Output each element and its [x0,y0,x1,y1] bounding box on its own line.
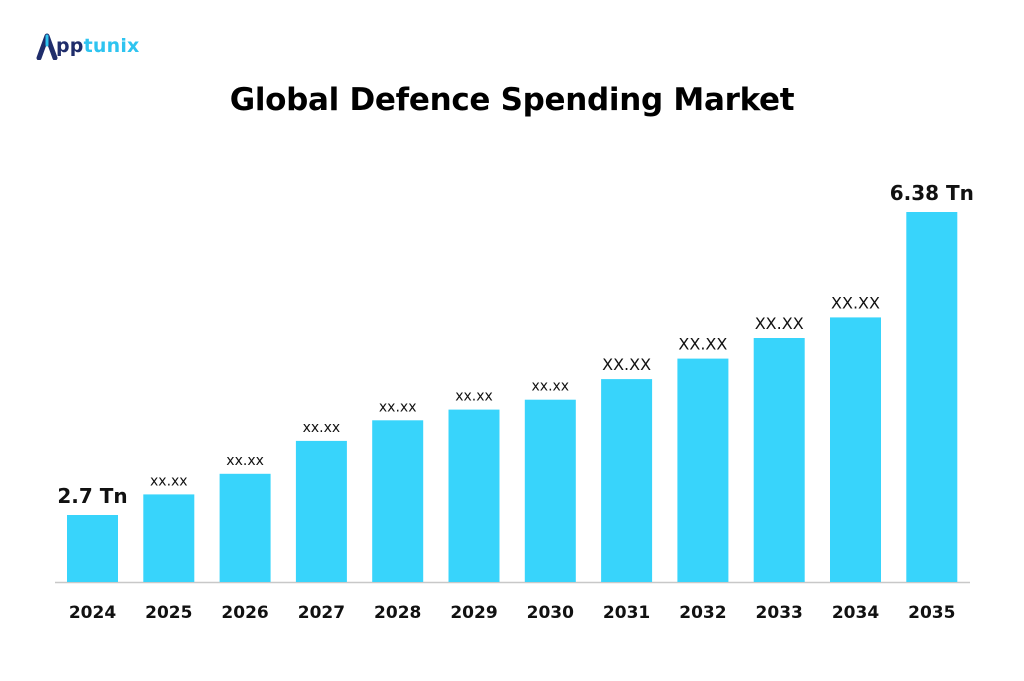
x-tick-label-2031: 2031 [603,603,650,623]
data-label-2027: xx.xx [303,420,341,436]
data-label-2032: XX.XX [678,335,727,354]
bar-2028 [372,420,424,582]
data-label-2026: xx.xx [226,453,264,469]
x-tick-label-2035: 2035 [908,603,955,623]
chart-title: Global Defence Spending Market [229,82,795,118]
x-tick-label-2030: 2030 [527,603,574,623]
bar-2034 [830,317,881,582]
data-label-2034: XX.XX [831,293,880,312]
x-tick-label-2032: 2032 [679,603,726,623]
bar-2030 [524,399,576,582]
bar-2024 [67,515,118,582]
data-label-2035: 6.38 Tn [890,181,974,205]
apptunix-logo-icon [36,33,58,60]
x-tick-label-2024: 2024 [69,603,116,623]
bar-2031 [601,379,653,582]
bar-2032 [677,358,729,582]
brand-name-part2: tunix [83,35,140,57]
data-label-2031: XX.XX [602,355,651,374]
bar-2033 [753,338,805,582]
brand-logo: pptunix [36,30,140,62]
data-label-2024: 2.7 Tn [57,484,127,508]
bar-2027 [295,440,347,582]
brand-name: pptunix [56,35,140,57]
x-tick-label-2029: 2029 [450,603,497,623]
bar-2029 [448,409,500,582]
x-tick-label-2027: 2027 [298,603,345,623]
x-tick-label-2028: 2028 [374,603,421,623]
x-tick-label-2034: 2034 [832,603,879,623]
x-tick-label-2025: 2025 [145,603,192,623]
data-label-2025: xx.xx [150,473,188,489]
x-tick-label-2026: 2026 [221,603,268,623]
data-label-2030: xx.xx [532,379,570,395]
bar-2035 [906,212,958,582]
data-label-2028: xx.xx [379,399,417,415]
bar-2025 [143,494,195,582]
data-label-2033: XX.XX [755,314,804,333]
brand-name-part1: pp [56,35,84,57]
bar-2026 [219,473,271,582]
x-tick-label-2033: 2033 [756,603,803,623]
data-label-2029: xx.xx [455,389,493,405]
